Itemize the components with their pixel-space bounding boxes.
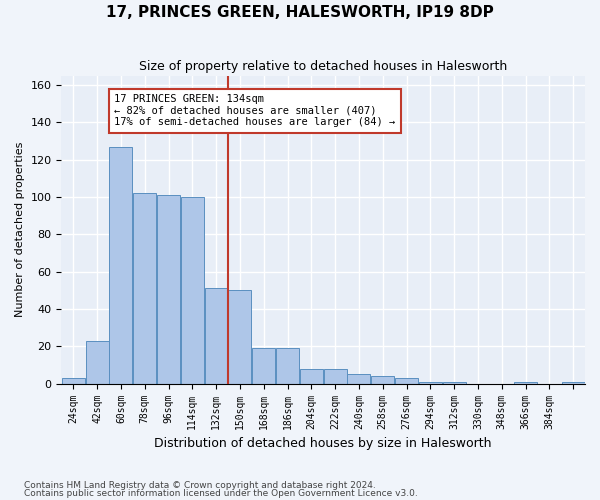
Bar xyxy=(252,348,275,384)
Bar xyxy=(514,382,537,384)
Y-axis label: Number of detached properties: Number of detached properties xyxy=(15,142,25,318)
Bar xyxy=(133,193,156,384)
Text: Contains public sector information licensed under the Open Government Licence v3: Contains public sector information licen… xyxy=(24,489,418,498)
Bar xyxy=(323,369,347,384)
Title: Size of property relative to detached houses in Halesworth: Size of property relative to detached ho… xyxy=(139,60,508,73)
Bar xyxy=(300,369,323,384)
Bar xyxy=(157,195,180,384)
Bar xyxy=(229,290,251,384)
Bar xyxy=(562,382,584,384)
Bar xyxy=(205,288,227,384)
Text: 17, PRINCES GREEN, HALESWORTH, IP19 8DP: 17, PRINCES GREEN, HALESWORTH, IP19 8DP xyxy=(106,5,494,20)
Bar xyxy=(371,376,394,384)
Bar xyxy=(419,382,442,384)
Text: Contains HM Land Registry data © Crown copyright and database right 2024.: Contains HM Land Registry data © Crown c… xyxy=(24,480,376,490)
Bar xyxy=(181,197,204,384)
Bar xyxy=(109,146,133,384)
Bar xyxy=(86,340,109,384)
Bar xyxy=(62,378,85,384)
Text: 17 PRINCES GREEN: 134sqm
← 82% of detached houses are smaller (407)
17% of semi-: 17 PRINCES GREEN: 134sqm ← 82% of detach… xyxy=(114,94,395,128)
X-axis label: Distribution of detached houses by size in Halesworth: Distribution of detached houses by size … xyxy=(154,437,492,450)
Bar xyxy=(276,348,299,384)
Bar xyxy=(347,374,370,384)
Bar xyxy=(395,378,418,384)
Bar xyxy=(443,382,466,384)
